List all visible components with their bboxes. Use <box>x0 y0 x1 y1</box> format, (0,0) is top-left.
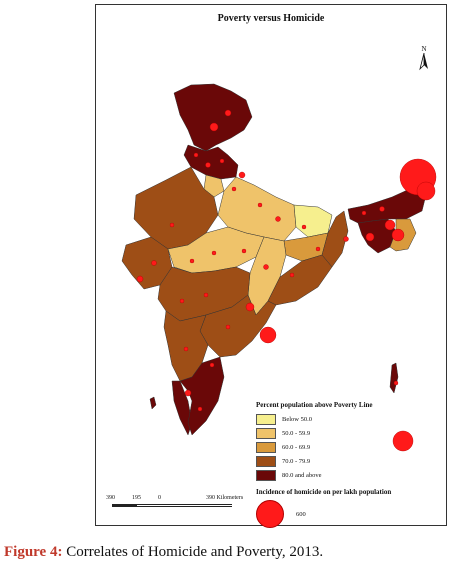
map-frame: Poverty versus Homicide N <box>95 4 447 528</box>
homicide-bubble <box>416 181 436 201</box>
homicide-bubble <box>301 224 307 230</box>
region-uttar-pradesh <box>217 176 297 242</box>
region-lakshadweep <box>149 396 157 410</box>
homicide-bubble <box>391 228 405 242</box>
homicide-bubble <box>179 298 185 304</box>
figure-caption: Figure 4: Correlates of Homicide and Pov… <box>4 544 323 561</box>
homicide-bubble <box>238 171 246 179</box>
bubble-legend-value: 600 <box>296 510 306 518</box>
region-andaman-nicobar <box>389 362 399 394</box>
region-sikkim-assam <box>347 186 427 224</box>
homicide-bubble <box>257 202 263 208</box>
legend-swatch <box>256 442 276 453</box>
homicide-bubble <box>209 122 219 132</box>
bubble-legend-item: 600 <box>256 500 441 528</box>
scale-label: 390 <box>106 495 115 501</box>
homicide-bubble <box>151 260 157 266</box>
legend-swatch <box>256 470 276 481</box>
map-legend: Percent population above Poverty Line Be… <box>256 401 441 528</box>
homicide-bubble <box>361 210 367 216</box>
homicide-bubble <box>211 250 217 256</box>
homicide-bubble <box>197 406 203 412</box>
india-map <box>121 83 437 452</box>
scale-bar-graphic <box>112 504 233 507</box>
bubble-legend-title: Incidence of homicide on per lakh popula… <box>256 488 392 496</box>
region-rajasthan <box>133 166 219 250</box>
homicide-bubble <box>393 380 399 386</box>
homicide-bubble <box>259 326 277 344</box>
homicide-bubble <box>209 362 215 368</box>
map-title: Poverty versus Homicide <box>217 13 325 24</box>
homicide-bubble <box>275 216 281 222</box>
region-tamil-nadu <box>179 356 225 436</box>
region-haryana <box>203 174 225 198</box>
legend-item: 60.0 - 69.9 <box>256 441 441 454</box>
homicide-bubble <box>189 258 195 264</box>
homicide-bubble <box>193 152 199 158</box>
legend-label: 60.0 - 69.9 <box>282 444 311 451</box>
homicide-bubble <box>231 186 237 192</box>
caption-text: Correlates of Homicide and Poverty, 2013… <box>62 544 324 560</box>
legend-item: 70.0 - 79.9 <box>256 455 441 468</box>
legend-swatch <box>256 456 276 467</box>
legend-item: 50.0 - 59.9 <box>256 427 441 440</box>
homicide-bubble <box>263 264 269 270</box>
homicide-bubble <box>184 389 192 397</box>
legend-label: Below 50.0 <box>282 416 312 423</box>
homicide-bubble <box>169 222 175 228</box>
north-label: N <box>421 45 427 53</box>
homicide-bubble <box>245 302 255 312</box>
scale-label: 195 <box>132 495 141 501</box>
homicide-bubble <box>225 324 231 330</box>
homicide-bubble <box>289 272 295 278</box>
homicide-bubble <box>136 275 144 283</box>
homicide-bubble <box>365 232 375 242</box>
homicide-bubble <box>205 162 211 168</box>
scale-label: 0 <box>158 495 161 501</box>
legend-label: 70.0 - 79.9 <box>282 458 311 465</box>
legend-label: 50.0 - 59.9 <box>282 430 311 437</box>
homicide-bubble <box>315 246 321 252</box>
homicide-bubble <box>392 430 414 452</box>
scale-bar: 390 195 0 390 Kilometers <box>106 495 246 519</box>
legend-label: 80.0 and above <box>282 472 322 479</box>
homicide-bubble <box>343 236 349 242</box>
region-jammu-kashmir <box>173 83 253 152</box>
legend-title: Percent population above Poverty Line <box>256 401 373 409</box>
homicide-bubble <box>183 346 189 352</box>
homicide-bubble <box>203 292 209 298</box>
homicide-bubble <box>219 158 225 164</box>
scale-label: 390 Kilometers <box>206 495 244 501</box>
homicide-bubble <box>241 248 247 254</box>
homicide-bubble <box>384 219 396 231</box>
homicide-bubble <box>224 109 232 117</box>
legend-swatch <box>256 428 276 439</box>
legend-item: Below 50.0 <box>256 413 441 426</box>
legend-item: 80.0 and above <box>256 469 441 482</box>
legend-swatch <box>256 414 276 425</box>
region-bihar <box>293 204 333 238</box>
caption-label: Figure 4: <box>4 544 63 560</box>
bubble-legend-circle-icon <box>256 500 284 528</box>
homicide-bubble <box>379 206 385 212</box>
north-arrow-glyph-icon <box>419 52 428 71</box>
north-arrow-icon: N <box>416 45 432 73</box>
